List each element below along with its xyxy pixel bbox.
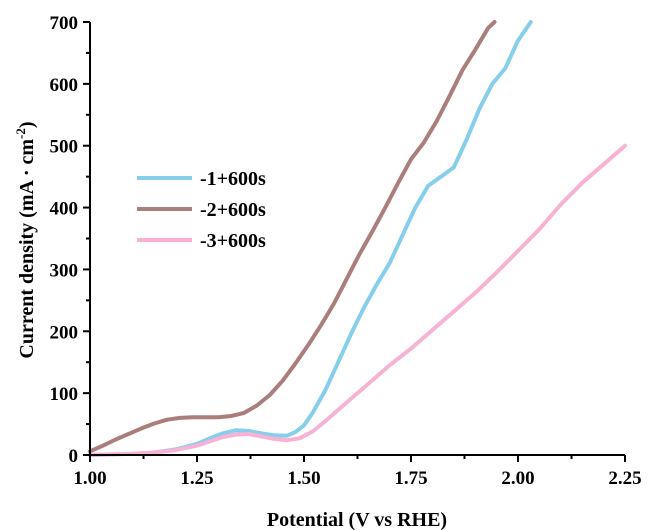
series-line-2 [88, 20, 497, 454]
y-axis-title-close: ) [16, 121, 38, 128]
plot-lines [88, 20, 627, 457]
x-ticks: 1.00 1.25 1.50 1.75 2.00 2.25 [73, 455, 642, 489]
x-tick-label: 1.25 [180, 468, 213, 489]
legend: -1+600s -2+600s -3+600s [137, 168, 266, 252]
legend-label-1: -1+600s [200, 168, 266, 190]
x-axis-title: Potential (V vs RHE) [267, 509, 447, 530]
y-tick-label: 300 [50, 260, 79, 281]
y-tick-label: 100 [50, 384, 79, 405]
series-line-1 [88, 20, 533, 457]
y-tick-label: 400 [50, 199, 79, 220]
series-line-3 [88, 143, 627, 457]
y-tick-label: 600 [50, 75, 79, 96]
x-tick-label: 1.75 [394, 468, 427, 489]
x-tick-label: 2.25 [608, 468, 641, 489]
x-tick-label: 2.00 [501, 468, 534, 489]
legend-label-2: -2+600s [200, 199, 266, 221]
y-ticks: 0 100 200 300 400 500 600 700 [50, 13, 90, 467]
y-tick-label: 0 [69, 446, 79, 467]
y-axis-title-main: Current density (mA · cm [16, 139, 38, 359]
x-tick-label: 1.50 [287, 468, 320, 489]
y-axis-title: Current density (mA · cm-2) [13, 121, 38, 358]
y-tick-label: 500 [50, 137, 79, 158]
x-tick-label: 1.00 [73, 468, 106, 489]
legend-label-3: -3+600s [200, 230, 266, 252]
y-tick-label: 200 [50, 322, 79, 343]
y-axis-title-superscript: -2 [13, 128, 28, 139]
y-tick-label: 700 [50, 13, 79, 34]
